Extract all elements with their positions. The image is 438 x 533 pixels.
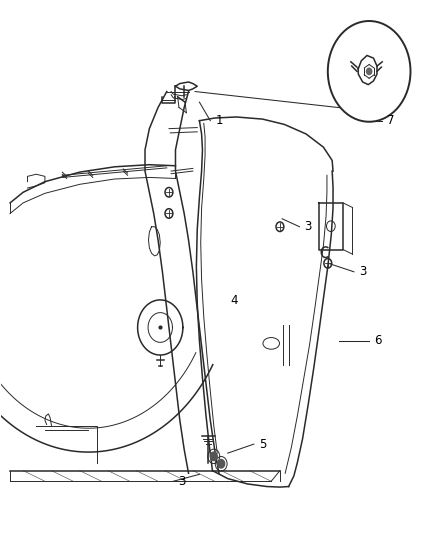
Circle shape	[210, 452, 217, 461]
Text: 3: 3	[359, 265, 366, 278]
Text: 5: 5	[259, 438, 266, 450]
Text: 4: 4	[230, 294, 238, 308]
Text: 7: 7	[387, 114, 395, 127]
Circle shape	[367, 68, 372, 75]
Circle shape	[218, 459, 225, 468]
Text: 6: 6	[374, 334, 381, 347]
Text: 3: 3	[178, 475, 186, 488]
Text: 1: 1	[215, 114, 223, 127]
Text: 3: 3	[304, 220, 312, 233]
